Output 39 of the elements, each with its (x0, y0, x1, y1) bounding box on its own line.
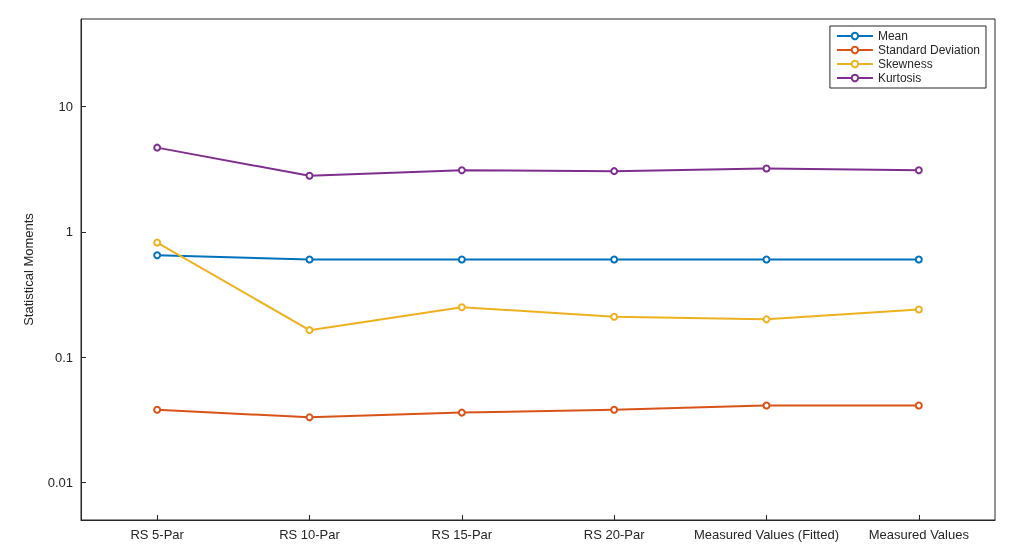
legend-label: Mean (877, 29, 908, 43)
point (610, 405, 619, 414)
point (914, 401, 923, 410)
x-tick-label: RS 20-Par (583, 527, 646, 542)
point (914, 305, 923, 314)
point (762, 255, 771, 264)
legend-label: Skewness (877, 57, 933, 71)
point (457, 408, 466, 417)
point (457, 255, 466, 264)
point (153, 251, 162, 260)
point (153, 405, 162, 414)
point (762, 401, 771, 410)
y-tick-label: 10 (58, 99, 73, 115)
point (305, 413, 314, 422)
point (610, 255, 619, 264)
point (305, 171, 314, 180)
point (457, 166, 466, 175)
point (762, 164, 771, 173)
point (762, 315, 771, 324)
point (914, 166, 923, 175)
x-tick-label: RS 10-Par (279, 527, 341, 542)
x-tick-label: RS 15-Par (431, 527, 493, 542)
point (610, 312, 619, 321)
y-tick-label: 0.01 (47, 474, 73, 490)
x-tick-label: Measured Values (Fitted) (694, 527, 839, 542)
point (305, 255, 314, 264)
x-tick-label: RS 5-Par (130, 527, 185, 542)
y-tick-label: 0.1 (54, 349, 73, 365)
point (610, 167, 619, 176)
point (305, 326, 314, 335)
point (153, 238, 162, 247)
y-tick-label: 1 (65, 224, 73, 240)
x-tick-label: Measured Values (868, 527, 970, 542)
point (914, 255, 923, 264)
legend-label: Standard Deviation (877, 43, 981, 57)
y-axis-title: Statistical Moments (21, 212, 36, 326)
legend-label: Kurtosis (877, 71, 922, 85)
point (457, 303, 466, 312)
point (153, 143, 162, 152)
